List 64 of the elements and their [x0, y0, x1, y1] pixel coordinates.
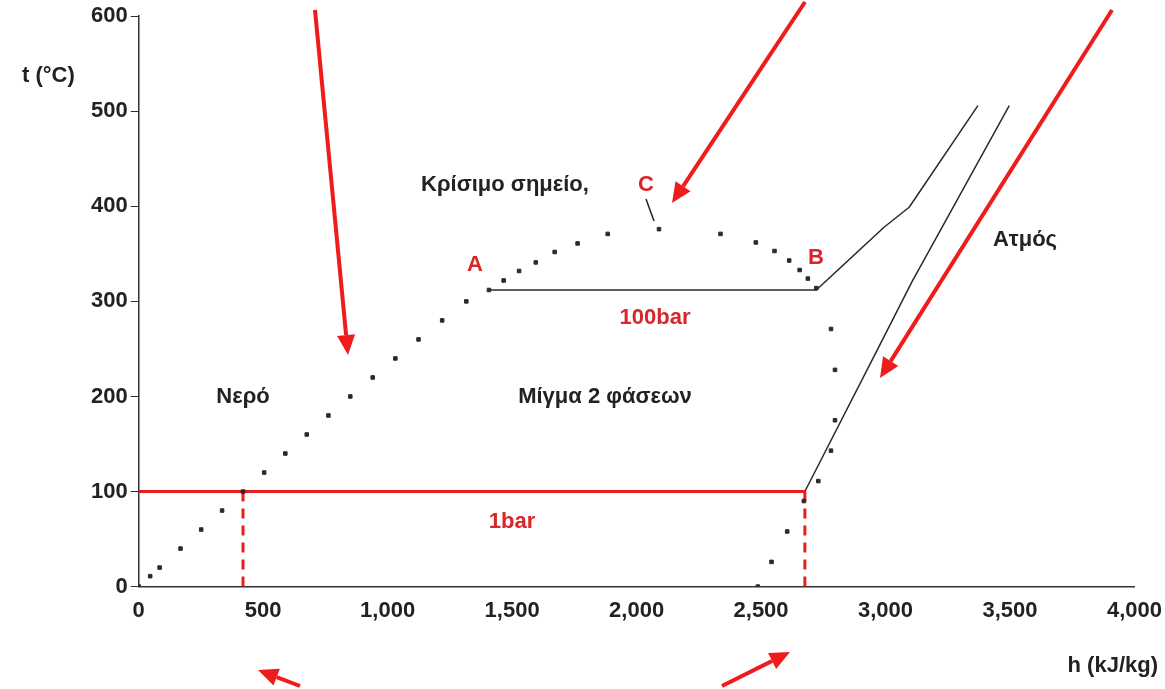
- point: [157, 565, 162, 570]
- y-tick-label: 400: [90, 192, 128, 218]
- point: [832, 367, 838, 373]
- point: [797, 267, 802, 273]
- point: [801, 498, 807, 504]
- annotation: 100bar: [619, 304, 691, 330]
- point: [605, 231, 610, 237]
- point: [656, 226, 662, 232]
- point: [439, 318, 445, 323]
- point: [283, 451, 288, 456]
- point: [240, 489, 246, 494]
- point: [147, 573, 153, 579]
- point: [304, 432, 310, 437]
- y-tick-label: 0: [115, 572, 128, 598]
- annotation: Κρίσιμο σημείο,: [421, 171, 589, 197]
- point: [784, 529, 790, 534]
- annotation: 1bar: [488, 508, 536, 534]
- point: [464, 299, 469, 304]
- point: [326, 413, 331, 418]
- x-tick-label: 2,500: [733, 596, 789, 622]
- point: [348, 394, 353, 399]
- point: [718, 231, 723, 237]
- annotation: Ατμός: [992, 226, 1058, 252]
- annotation: Μίγμα 2 φάσεων: [518, 383, 692, 409]
- point: [219, 508, 225, 513]
- x-tick-label: 3,500: [982, 596, 1038, 622]
- x-tick-label: 4,000: [1106, 596, 1162, 622]
- point: [772, 248, 777, 254]
- point: [516, 268, 522, 274]
- point: [370, 375, 375, 380]
- point: [828, 448, 834, 453]
- y-tick-label: 500: [90, 97, 128, 123]
- point: [416, 337, 421, 342]
- annotation: B: [808, 244, 824, 270]
- y-tick-label: 600: [90, 2, 128, 28]
- point: [575, 241, 580, 246]
- x-axis-title: h (kJ/kg): [1067, 652, 1158, 677]
- point: [198, 527, 204, 532]
- point: [552, 249, 557, 255]
- point: [393, 356, 398, 361]
- x-tick-label: 1,000: [360, 596, 416, 622]
- point: [814, 285, 819, 291]
- annotation: C: [638, 171, 655, 197]
- point: [816, 478, 821, 484]
- point: [178, 546, 183, 551]
- y-axis-title: t (°C): [22, 62, 75, 87]
- point: [786, 258, 792, 263]
- y-tick-label: 200: [90, 382, 128, 408]
- point: [769, 559, 774, 565]
- point: [832, 417, 838, 423]
- point: [261, 470, 267, 475]
- y-tick-label: 300: [90, 287, 128, 313]
- point: [501, 278, 506, 283]
- y-tick-label: 100: [90, 477, 128, 503]
- point: [533, 260, 539, 265]
- annotation: A: [467, 251, 484, 277]
- x-tick-label: 500: [244, 596, 282, 622]
- x-tick-label: 2,000: [609, 596, 665, 622]
- x-tick-label: 1,500: [484, 596, 540, 622]
- x-tick-label: 3,000: [858, 596, 914, 622]
- point: [805, 276, 811, 281]
- annotation: Νερό: [216, 383, 270, 409]
- x-tick-label: 0: [132, 596, 145, 622]
- point: [753, 240, 759, 245]
